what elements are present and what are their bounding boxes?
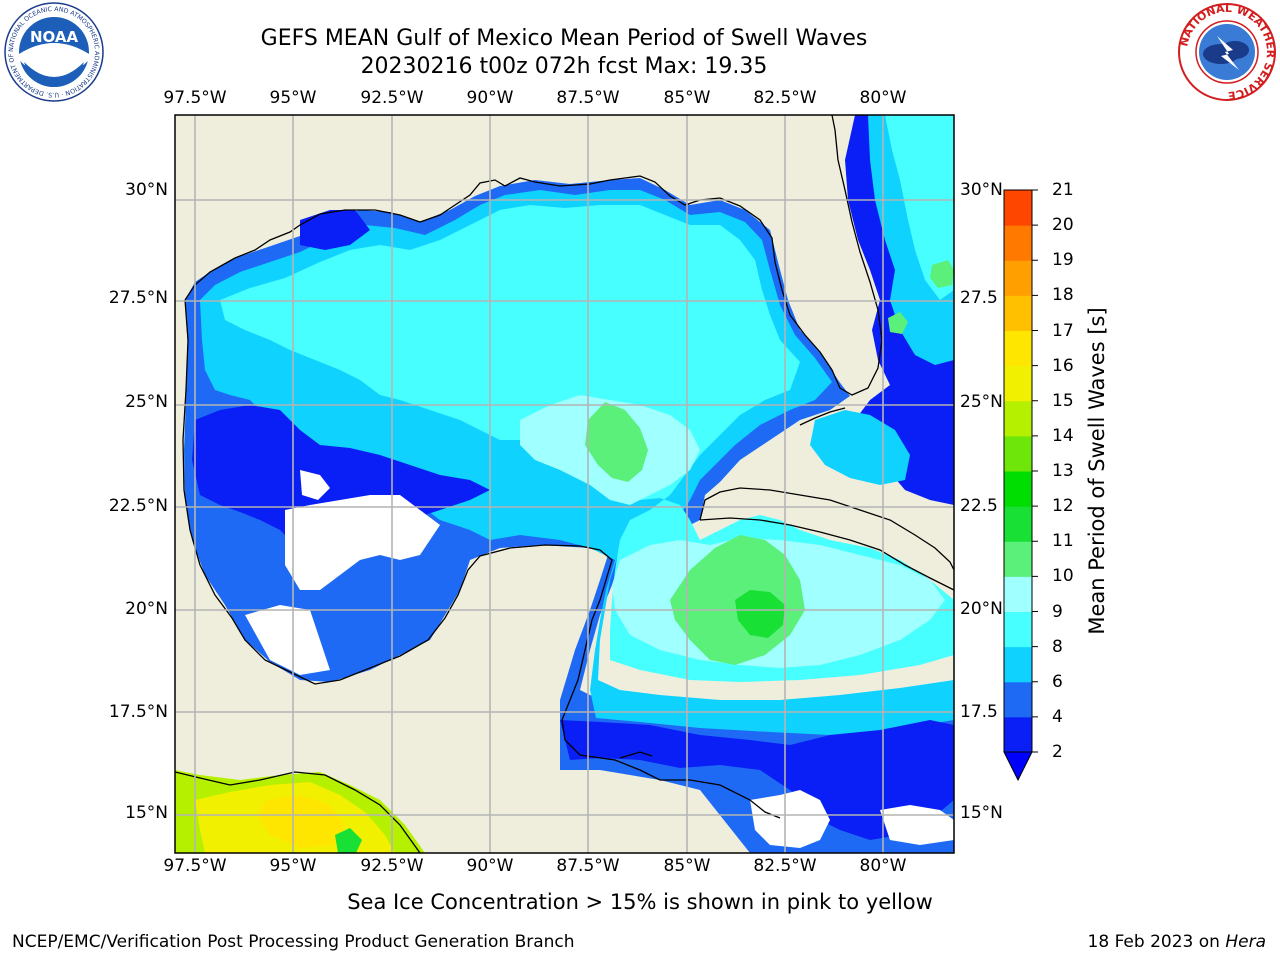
lon-tick-top: 92.5°W bbox=[360, 88, 424, 108]
footer-credit: NCEP/EMC/Verification Post Processing Pr… bbox=[12, 932, 575, 952]
noaa-logo-text: NOAA bbox=[30, 28, 79, 46]
us-gulf-coastline bbox=[184, 115, 883, 396]
noaa-logo: NATIONAL OCEANIC AND ATMOSPHERIC ADMINIS… bbox=[4, 2, 104, 102]
lat-tick-right: 22.5 bbox=[960, 496, 998, 516]
footer-date-text: 18 Feb 2023 on bbox=[1087, 932, 1226, 952]
lat-tick-right: 25°N bbox=[960, 392, 1003, 412]
footer-host: Hera bbox=[1225, 932, 1266, 952]
gulf-water-field bbox=[184, 178, 954, 853]
gulf-water-deepblue-west bbox=[192, 210, 490, 548]
lon-tick-bottom: 80°W bbox=[859, 856, 907, 876]
colorbar-swatch bbox=[1004, 435, 1032, 472]
lat-tick-left: 27.5°N bbox=[108, 288, 168, 308]
colorbar-swatch bbox=[1004, 260, 1032, 296]
gulf-water-deepblue-south bbox=[560, 720, 954, 840]
mexico-gulf-coastline bbox=[182, 299, 781, 819]
map-title: GEFS MEAN Gulf of Mexico Mean Period of … bbox=[260, 26, 868, 51]
colorbar-tick-label: 12 bbox=[1052, 496, 1074, 517]
colorbar-swatch bbox=[1004, 365, 1032, 402]
lat-tick-right: 20°N bbox=[960, 599, 1003, 619]
lon-tick-top: 97.5°W bbox=[163, 88, 227, 108]
yucatan-lagoon bbox=[619, 751, 653, 759]
pacific-water-green-spot bbox=[335, 828, 362, 853]
colorbar-swatch bbox=[1004, 190, 1032, 226]
lon-tick-top: 90°W bbox=[466, 88, 514, 108]
lon-tick-bottom: 85°W bbox=[663, 856, 711, 876]
colorbar-title: Mean Period of Swell Waves [s] bbox=[1085, 307, 1109, 635]
pacific-water-yellow-core bbox=[258, 795, 345, 848]
lon-tick-bottom: 95°W bbox=[269, 856, 317, 876]
map-frame bbox=[174, 114, 955, 854]
colorbar-tick-label: 11 bbox=[1052, 531, 1074, 552]
cuba-coastline bbox=[699, 487, 954, 591]
lon-tick-top: 80°W bbox=[859, 88, 907, 108]
lon-tick-bottom: 82.5°W bbox=[753, 856, 817, 876]
atlantic-water-field bbox=[810, 115, 954, 505]
colorbar-tick-label: 17 bbox=[1052, 320, 1074, 341]
colorbar-tick-label: 8 bbox=[1052, 636, 1063, 657]
colorbar bbox=[1003, 189, 1038, 782]
colorbar-swatch bbox=[1004, 330, 1032, 367]
colorbar-swatch bbox=[1004, 576, 1032, 612]
colorbar-tick-label: 20 bbox=[1052, 215, 1074, 236]
florida-keys bbox=[799, 407, 846, 426]
gridlines bbox=[175, 115, 954, 853]
colorbar-tick-label: 14 bbox=[1052, 425, 1074, 446]
lat-tick-left: 15°N bbox=[125, 803, 168, 823]
lon-tick-top: 95°W bbox=[269, 88, 317, 108]
lon-tick-bottom: 92.5°W bbox=[360, 856, 424, 876]
lat-tick-right: 17.5 bbox=[960, 702, 998, 722]
lat-tick-left: 20°N bbox=[125, 599, 168, 619]
lat-tick-left: 25°N bbox=[125, 392, 168, 412]
lon-tick-top: 87.5°W bbox=[556, 88, 620, 108]
colorbar-swatch bbox=[1004, 400, 1032, 437]
lat-tick-right: 30°N bbox=[960, 180, 1003, 200]
footer-date: 18 Feb 2023 on Hera bbox=[1088, 932, 1266, 952]
colorbar-swatch bbox=[1004, 716, 1032, 753]
map-subtitle: 20230216 t00z 072h fcst Max: 19.35 bbox=[360, 54, 768, 79]
colorbar-swatch bbox=[1004, 225, 1032, 261]
colorbar-tick-label: 18 bbox=[1052, 285, 1074, 306]
colorbar-tick-label: 6 bbox=[1052, 671, 1063, 692]
colorbar-tick-label: 21 bbox=[1052, 180, 1074, 200]
lon-tick-bottom: 90°W bbox=[466, 856, 514, 876]
coastlines bbox=[175, 115, 954, 853]
colorbar-tick-label: 13 bbox=[1052, 461, 1074, 481]
lon-tick-top: 85°W bbox=[663, 88, 711, 108]
colorbar-swatch bbox=[1004, 471, 1032, 507]
colorbar-under-extension bbox=[1003, 751, 1033, 782]
colorbar-tick-label: 19 bbox=[1052, 250, 1074, 271]
colorbar-swatch bbox=[1004, 295, 1032, 331]
colorbar-swatch bbox=[1004, 541, 1032, 577]
atlantic-water-lightcyan bbox=[885, 115, 954, 300]
colorbar-swatch bbox=[1004, 681, 1032, 718]
lat-tick-right: 15°N bbox=[960, 803, 1003, 823]
lat-tick-left: 17.5°N bbox=[108, 702, 168, 722]
colorbar-swatch bbox=[1004, 506, 1032, 542]
sea-ice-caption: Sea Ice Concentration > 15% is shown in … bbox=[347, 890, 933, 914]
lon-tick-bottom: 87.5°W bbox=[556, 856, 620, 876]
lat-tick-right: 27.5 bbox=[960, 288, 998, 308]
colorbar-tick-label: 16 bbox=[1052, 355, 1074, 376]
colorbar-tick-label: 2 bbox=[1052, 742, 1063, 762]
nws-logo: NATIONAL WEATHER SERVICE bbox=[1177, 2, 1277, 102]
lon-tick-top: 82.5°W bbox=[753, 88, 817, 108]
colorbar-tick-label: 4 bbox=[1052, 706, 1063, 727]
colorbar-tick-label: 9 bbox=[1052, 601, 1063, 622]
atlantic-water-green bbox=[888, 260, 954, 334]
pacific-water-field bbox=[175, 770, 425, 853]
colorbar-swatch bbox=[1004, 611, 1032, 648]
colorbar-tick-label: 15 bbox=[1052, 390, 1074, 411]
lon-tick-bottom: 97.5°W bbox=[163, 856, 227, 876]
colorbar-tick-label: 10 bbox=[1052, 566, 1074, 587]
colorbar-swatch bbox=[1004, 646, 1032, 683]
lat-tick-left: 30°N bbox=[125, 180, 168, 200]
lat-tick-left: 22.5°N bbox=[108, 496, 168, 516]
